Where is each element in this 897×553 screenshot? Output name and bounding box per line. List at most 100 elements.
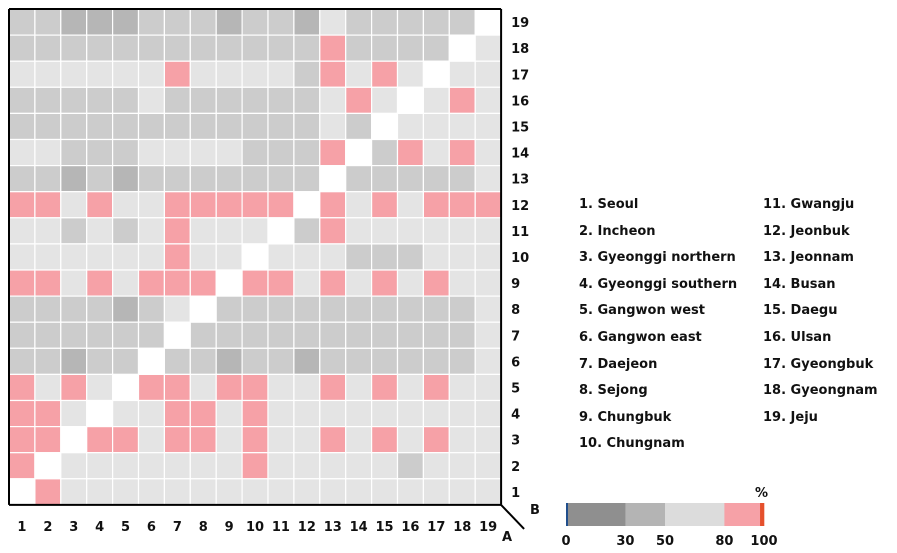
heatmap-cell <box>474 347 502 375</box>
heatmap-cell <box>8 269 36 297</box>
heatmap-cell <box>189 321 217 349</box>
heatmap-cell <box>345 295 373 323</box>
heatmap-cell <box>137 478 165 506</box>
heatmap-cell <box>8 165 36 193</box>
heatmap-cell <box>137 347 165 375</box>
heatmap-cell <box>34 8 62 36</box>
colorbar-band <box>724 503 761 526</box>
heatmap-cell <box>189 269 217 297</box>
heatmap-cell <box>396 452 424 480</box>
heatmap-cell <box>86 243 114 271</box>
heatmap-cell <box>137 191 165 219</box>
heatmap-cell <box>189 8 217 36</box>
heatmap-cell <box>163 269 191 297</box>
heatmap-cell <box>267 34 295 62</box>
heatmap-cell <box>267 269 295 297</box>
heatmap-cell <box>448 478 476 506</box>
y-tick-label: 8 <box>511 303 520 318</box>
heatmap-cell <box>448 373 476 402</box>
heatmap-cell <box>86 138 114 167</box>
heatmap-cell <box>215 347 243 375</box>
heatmap-cell <box>345 112 373 141</box>
heatmap-cell <box>137 295 165 323</box>
heatmap-cell <box>371 60 399 88</box>
y-tick-label: 16 <box>511 94 529 109</box>
heatmap-cell <box>422 86 450 115</box>
x-tick-label: 10 <box>246 520 264 535</box>
heatmap-cell <box>345 452 373 480</box>
y-tick-label: 6 <box>511 355 520 370</box>
heatmap-cell <box>319 347 347 375</box>
heatmap-cell <box>111 321 140 349</box>
heatmap-cell <box>111 165 140 193</box>
heatmap-cell <box>215 217 243 245</box>
heatmap-cell <box>345 478 373 506</box>
legend-entry: 16. Ulsan <box>763 329 832 345</box>
heatmap-cell <box>319 165 347 193</box>
legend-entry: 5. Gangwon west <box>579 303 706 319</box>
heatmap-cell <box>345 373 373 402</box>
heatmap-cell <box>241 86 269 115</box>
y-tick-label: 14 <box>511 147 529 162</box>
heatmap-cell <box>319 426 347 454</box>
heatmap-cell <box>448 217 476 245</box>
heatmap-cell <box>137 138 165 167</box>
x-tick-label: 8 <box>199 520 208 535</box>
heatmap-cell <box>396 399 424 428</box>
heatmap-cell <box>241 112 269 141</box>
heatmap-cell <box>241 243 269 271</box>
heatmap-cell <box>241 217 269 245</box>
x-tick-label: 1 <box>17 520 26 535</box>
heatmap-cell <box>8 452 36 480</box>
heatmap-cell <box>8 217 36 245</box>
heatmap-cell <box>60 8 88 36</box>
heatmap-cell <box>60 399 88 428</box>
heatmap-cell <box>345 60 373 88</box>
heatmap-cell <box>293 8 321 36</box>
heatmap-cell <box>189 295 217 323</box>
heatmap-cell <box>215 112 243 141</box>
heatmap-cell <box>396 34 424 62</box>
heatmap-cell <box>111 138 140 167</box>
x-tick-label: 13 <box>324 520 342 535</box>
heatmap-cell <box>189 399 217 428</box>
heatmap-cell <box>448 321 476 349</box>
heatmap-cell <box>474 165 502 193</box>
heatmap-cell <box>189 452 217 480</box>
x-tick-label: 9 <box>225 520 234 535</box>
heatmap-cell <box>137 8 165 36</box>
heatmap-cell <box>396 138 424 167</box>
heatmap-cell <box>215 34 243 62</box>
heatmap-cell <box>319 373 347 402</box>
heatmap-cell <box>396 217 424 245</box>
heatmap-cell <box>448 165 476 193</box>
heatmap-cell <box>215 295 243 323</box>
heatmap-cell <box>319 60 347 88</box>
heatmap-cell <box>241 34 269 62</box>
heatmap-cell <box>422 478 450 506</box>
heatmap-cell <box>319 243 347 271</box>
heatmap-cell <box>34 373 62 402</box>
heatmap-cell <box>8 426 36 454</box>
heatmap-cell <box>215 373 243 402</box>
heatmap-cell <box>163 86 191 115</box>
heatmap-cell <box>189 373 217 402</box>
heatmap-cell <box>319 269 347 297</box>
heatmap-cell <box>163 295 191 323</box>
heatmap-cell <box>86 165 114 193</box>
heatmap-cell <box>215 426 243 454</box>
heatmap-cell <box>267 452 295 480</box>
legend-entry: 12. Jeonbuk <box>763 223 850 239</box>
legend-column-1: 1. Seoul 2. Incheon 3. Gyeonggi northern 4.… <box>579 192 737 458</box>
heatmap-cell <box>396 8 424 36</box>
heatmap-cell <box>396 321 424 349</box>
heatmap-cell <box>8 347 36 375</box>
heatmap-cell <box>111 86 140 115</box>
heatmap-cell <box>189 243 217 271</box>
heatmap-cell <box>267 165 295 193</box>
heatmap-cell <box>86 217 114 245</box>
colorbar-band <box>566 503 569 526</box>
heatmap-cell <box>215 165 243 193</box>
heatmap-cell <box>86 373 114 402</box>
heatmap-cell <box>8 34 36 62</box>
